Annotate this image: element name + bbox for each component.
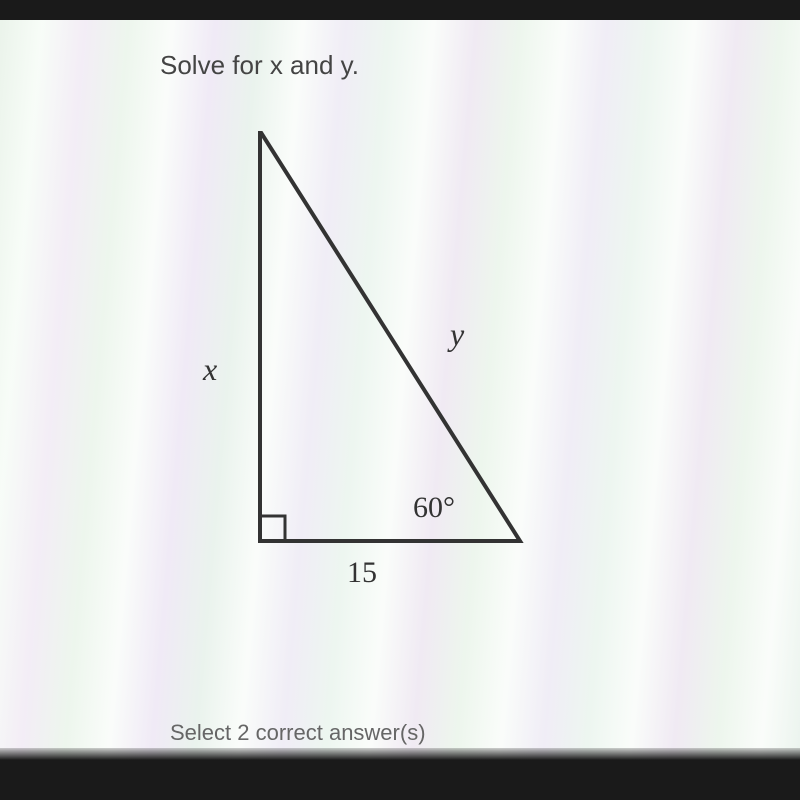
angle-label: 60° — [413, 491, 455, 525]
answer-instruction: Select 2 correct answer(s) — [170, 720, 426, 746]
screen-top-bar — [0, 0, 800, 20]
triangle-figure: x y 60° 15 — [230, 131, 590, 591]
triangle-path — [260, 131, 520, 541]
right-angle-mark — [260, 516, 285, 541]
side-label-y: y — [450, 316, 464, 353]
question-content: Solve for x and y. x y 60° 15 — [160, 50, 680, 591]
triangle-svg — [230, 131, 590, 591]
question-prompt: Solve for x and y. — [160, 50, 680, 81]
base-label: 15 — [347, 556, 377, 590]
screen-bottom-bar — [0, 760, 800, 800]
side-label-x: x — [203, 351, 217, 388]
